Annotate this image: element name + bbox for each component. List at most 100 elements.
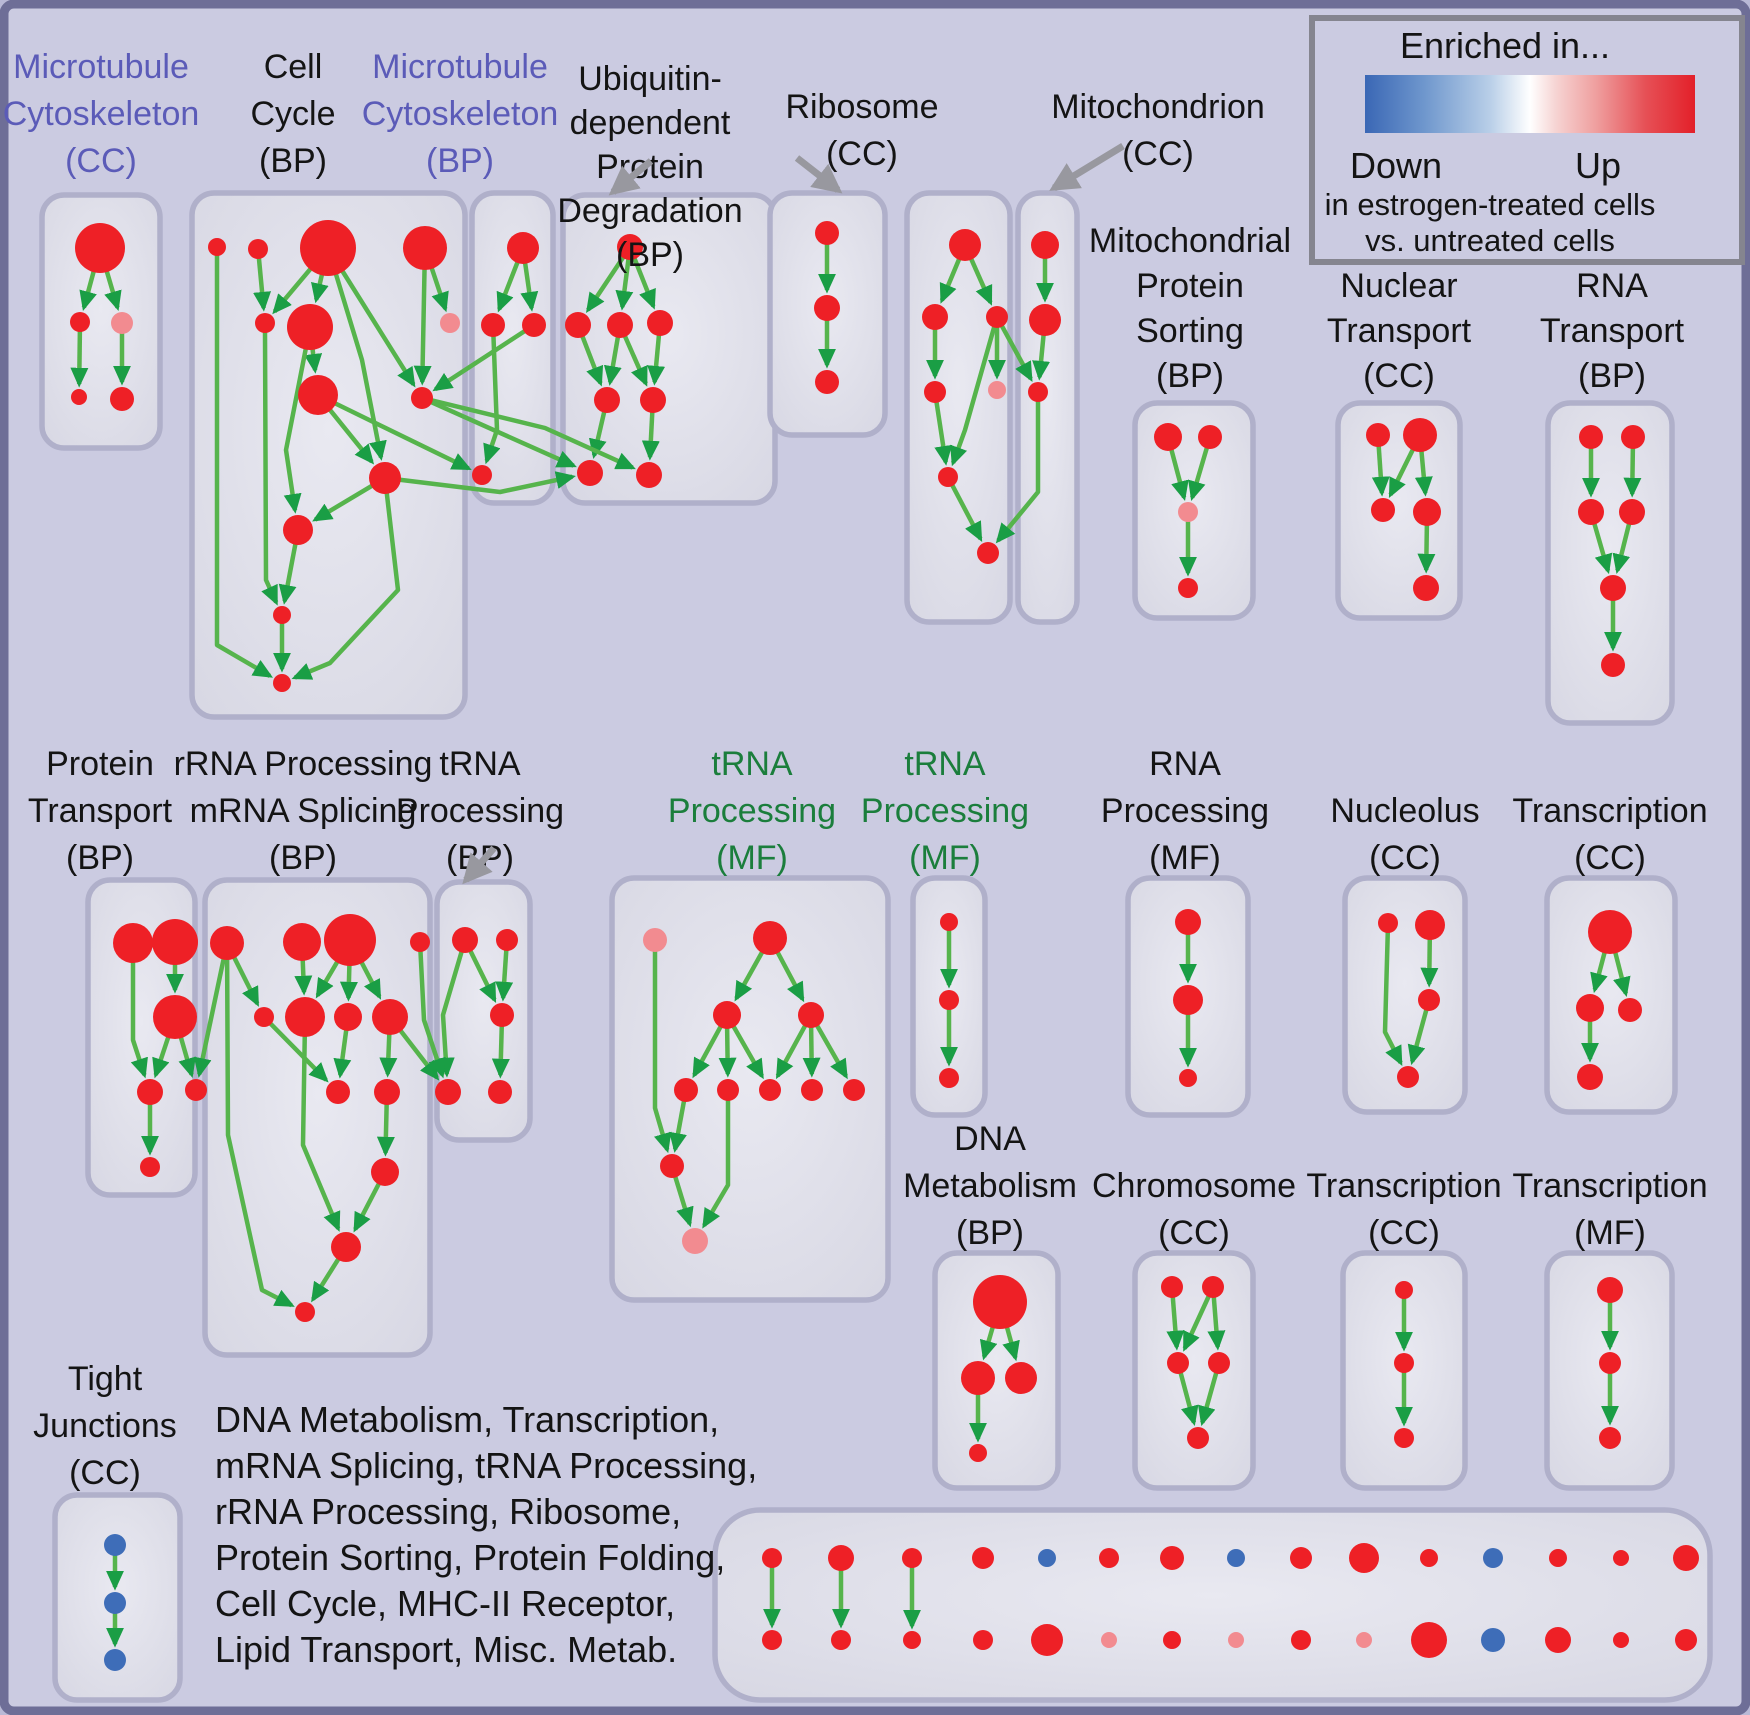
go-term-node-rna-transport-tr — [1621, 425, 1645, 449]
go-term-node-trna-mf-a-pt — [643, 928, 667, 952]
go-term-node-mixed-bottom-b5 — [1101, 1632, 1117, 1648]
go-term-node-chromosome-ml — [1167, 1352, 1189, 1374]
cross-edge-cell-cycle.n10-ubiquitin-bp.r4a — [397, 471, 576, 495]
go-term-node-tight-junctions-c — [104, 1649, 126, 1671]
edge-trna-mf-a-t-mb — [774, 948, 805, 1003]
cluster-box-mixed-bottom — [712, 1507, 1713, 1703]
go-term-node-ubiquitin-bp-r3a — [594, 387, 620, 413]
cluster-label-transcription-cc-bot: Transcription (CC) — [1306, 1167, 1501, 1252]
go-term-node-transcription-mf-bot-c — [1599, 1427, 1621, 1449]
go-term-node-rna-processing-mf-a — [1175, 909, 1201, 935]
go-term-node-trna-mf-a-pb — [682, 1228, 708, 1254]
go-term-node-mixed-bottom-t14 — [1673, 1545, 1699, 1571]
edge-rrna-l2-b1 — [376, 1102, 395, 1157]
layer-text: Microtubule Cytoskeleton (CC) Cell Cycle (BP)… — [3, 15, 1745, 1670]
go-term-node-cell-cycle-n5 — [255, 313, 275, 333]
edge-rrna-t2-m2 — [294, 957, 313, 996]
go-term-node-mixed-bottom-t3 — [972, 1547, 994, 1569]
edge-protein-transport-ta-la — [130, 959, 148, 1079]
go-term-node-protein-transport-la — [137, 1079, 163, 1105]
edge-cell-cycle-n8-n10 — [326, 405, 375, 465]
label-pointer-arrow-3 — [462, 845, 497, 885]
edge-nuclear-transport-tl-ml — [1371, 444, 1390, 497]
edge-nuclear-transport-mr-bot — [1417, 523, 1436, 574]
go-term-node-rrna-b1 — [371, 1158, 399, 1186]
edge-ubiquitin-bp-r3a-r4a — [588, 409, 607, 460]
go-term-node-mixed-bottom-t4 — [1038, 1549, 1056, 1567]
edge-cell-cycle-n5-n12 — [261, 330, 279, 606]
edge-microtubule-bp-t-b — [520, 260, 539, 312]
edge-nucleolus-s-bot — [1382, 930, 1403, 1067]
go-term-node-mixed-bottom-t8 — [1290, 1547, 1312, 1569]
go-term-node-mito-sorting-bot — [1178, 578, 1198, 598]
layer-nodes — [70, 220, 1699, 1671]
go-term-node-mixed-bottom-b1 — [831, 1630, 851, 1650]
cluster-box-chromosome — [1132, 1250, 1256, 1491]
cross-edge-rrna.t4-trna-bp.la — [418, 949, 446, 1079]
edge-microtubule-cc-a-b — [79, 266, 97, 311]
edge-ubiquitin-bp-r2a-r3a — [579, 333, 604, 387]
edge-microtubule-cc-a-c — [103, 266, 122, 312]
legend-subtitle-1: in estrogen-treated cells — [1325, 187, 1656, 222]
edge-ubiquitin-bp-r2b-r3b — [622, 333, 648, 387]
go-term-node-mixed-bottom-b3 — [973, 1630, 993, 1650]
go-term-node-mixed-bottom-t7 — [1227, 1549, 1245, 1567]
go-term-node-rrna-b2 — [331, 1232, 361, 1262]
go-term-node-rna-transport-bot — [1601, 653, 1625, 677]
go-term-node-dna-metabolism-ml — [961, 1361, 995, 1395]
edge-ribosome-cc-la-c — [934, 400, 953, 466]
edge-chromosome-ml-bot — [1178, 1370, 1199, 1426]
cluster-box-mitochondrion-cc — [1015, 190, 1080, 625]
go-term-node-rrna-m2 — [285, 997, 325, 1037]
legend-gradient-bar — [1365, 75, 1695, 133]
edge-protein-transport-m-la — [152, 1032, 172, 1079]
cross-edge-ribosome-cc.mb-mitochondrion-cc.l — [999, 323, 1033, 382]
edge-rrna-t1-m1 — [231, 954, 260, 1007]
go-term-node-rrna-bot — [295, 1302, 315, 1322]
cross-edge-mitochondrion-cc.l-ribosome-cc.bot — [995, 400, 1041, 544]
go-term-node-microtubule-bp-t — [507, 232, 539, 264]
cluster-label-microtubule-bp: Microtubule Cytoskeleton (BP) — [362, 48, 559, 180]
edge-rrna-m4-l2 — [379, 1031, 398, 1078]
go-term-node-trna-mf-a-c4 — [801, 1079, 823, 1101]
go-term-node-protein-transport-tb — [152, 919, 198, 965]
edge-trna-mf-a-pt-low — [652, 949, 672, 1154]
go-term-node-nuclear-transport-tr — [1403, 418, 1437, 452]
go-term-node-mixed-bottom-b8 — [1291, 1630, 1311, 1650]
go-term-node-ribosome-cc-c — [938, 467, 958, 487]
edge-rrna-m3-l1 — [333, 1027, 352, 1079]
go-term-node-mixed-bottom-b13 — [1613, 1632, 1629, 1648]
go-term-node-cell-cycle-n9 — [411, 387, 433, 409]
edge-trna-bp-ta-la — [436, 949, 465, 1078]
misc-clusters-text-line-0: DNA Metabolism, Transcription, — [215, 1399, 719, 1440]
go-term-node-cell-cycle-n7 — [440, 313, 460, 333]
edge-rrna-m2-b2 — [300, 1032, 341, 1232]
go-term-node-rrna-m4 — [372, 999, 408, 1035]
edge-mitochondrion-cc-m-l — [1032, 332, 1051, 381]
go-term-node-nucleolus-b — [1415, 910, 1445, 940]
edge-nuclear-transport-tr-ml — [1388, 446, 1417, 499]
edge-rrna-t3-m3 — [339, 960, 358, 1002]
edge-ubiquitin-bp-r2b-r3a — [603, 334, 622, 386]
go-term-node-cell-cycle-n3 — [300, 220, 356, 276]
go-term-node-ribosome-cc-t — [949, 229, 981, 261]
cluster-label-nuclear-transport: Nuclear Transport (CC) — [1327, 267, 1472, 395]
go-term-node-trna-mf-a-t — [753, 921, 787, 955]
go-term-node-cell-cycle-n11 — [283, 515, 313, 545]
go-term-node-ubiquitin-bp2-b — [814, 295, 840, 321]
legend-title: Enriched in... — [1400, 25, 1610, 66]
go-term-node-mixed-bottom-t5 — [1099, 1548, 1119, 1568]
go-term-node-mitochondrion-cc-t — [1031, 231, 1059, 259]
edge-nucleolus-m-bot — [1407, 1007, 1429, 1066]
go-term-node-trna-mf-a-c1 — [674, 1078, 698, 1102]
edge-cell-cycle-n1-n13 — [214, 254, 274, 678]
misc-clusters-text-line-1: mRNA Splicing, tRNA Processing, — [215, 1445, 757, 1486]
cluster-label-trna-mf-b: tRNA Processing (MF) — [861, 745, 1029, 877]
go-term-node-ribosome-cc-la — [924, 381, 946, 403]
go-term-node-trna-bp-la — [435, 1079, 461, 1105]
go-term-node-trna-bp-m — [490, 1003, 514, 1027]
edge-chromosome-tr-mr — [1207, 1295, 1226, 1351]
cluster-label-mitochondrion-cc: Mitochondrion (CC) — [1051, 88, 1265, 173]
